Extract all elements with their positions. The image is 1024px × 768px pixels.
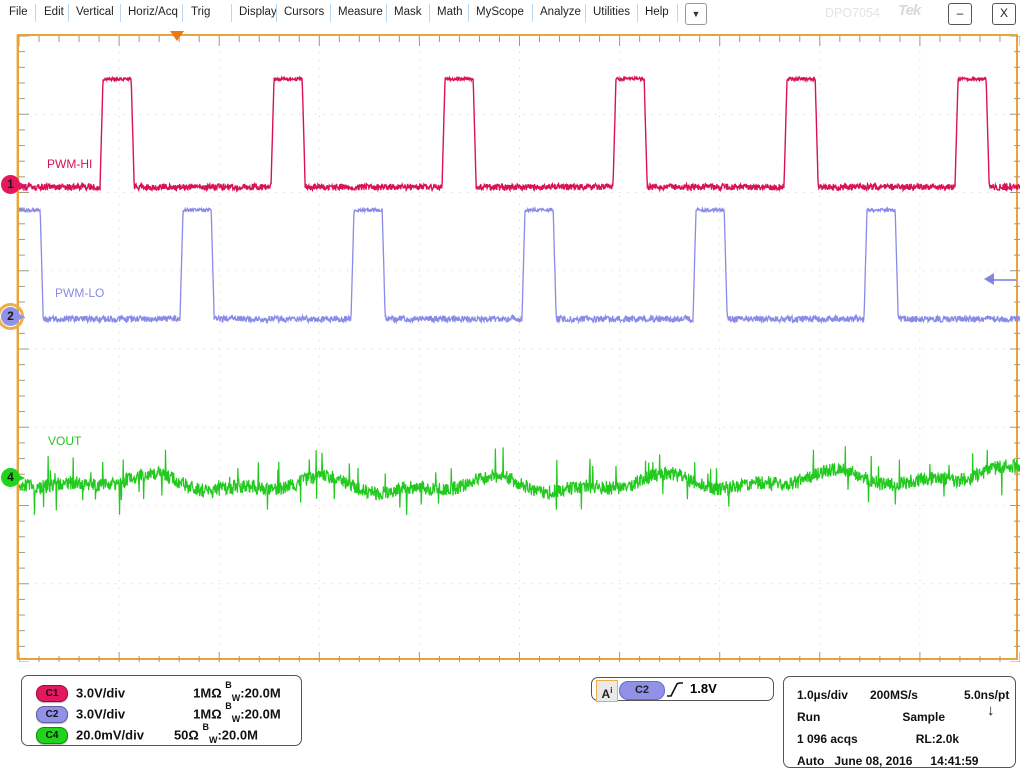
svg-text:PWM-HI: PWM-HI xyxy=(47,157,92,171)
svg-text:PWM-LO: PWM-LO xyxy=(55,286,104,300)
svg-text:VOUT: VOUT xyxy=(48,434,82,448)
